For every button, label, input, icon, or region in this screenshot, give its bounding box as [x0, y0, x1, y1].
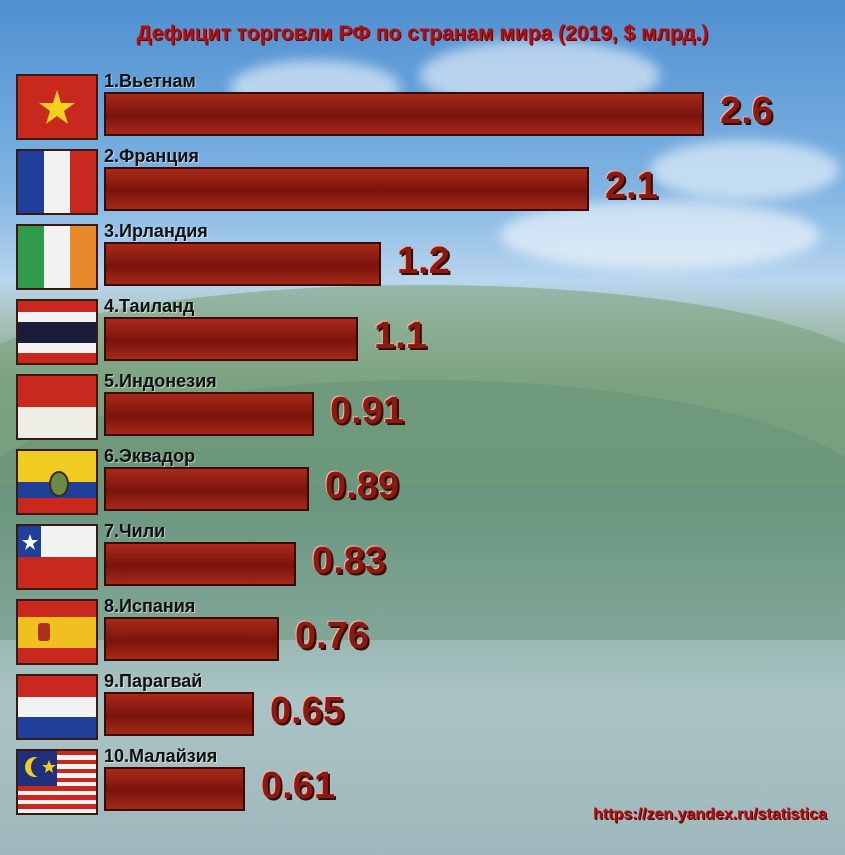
category-label: 2.Франция: [104, 146, 199, 166]
value-label: 2.6: [720, 90, 773, 132]
source-link[interactable]: https://zen.yandex.ru/statistica: [593, 806, 827, 823]
malaysia-flag-icon: [16, 749, 98, 815]
flag-shape: [39, 90, 75, 124]
flag-shape: [18, 311, 96, 323]
bar: [104, 467, 309, 511]
flag-shape: [18, 799, 96, 805]
flag-shape: [18, 808, 96, 813]
flag-shape: [22, 534, 38, 550]
flag-shape: [49, 471, 69, 497]
flag-shape: [39, 90, 75, 124]
flag-shape: [18, 696, 96, 718]
flag-shape: [18, 768, 96, 774]
flag-shape: [18, 790, 96, 796]
flag-shape: [18, 717, 96, 738]
category-label: 4.Таиланд: [104, 296, 195, 316]
value-label: 1.1: [374, 315, 427, 357]
bar: [104, 92, 704, 136]
paraguay-flag-icon: [16, 674, 98, 740]
bar: [104, 692, 254, 736]
flag-shape: [18, 342, 96, 354]
category-label: 9.Парагвай: [104, 671, 203, 691]
category-label: 7.Чили: [104, 521, 166, 541]
flag-shape: [18, 353, 96, 363]
flag-shape: [18, 773, 96, 778]
bar-row: 10.Малайзия 0.61: [0, 746, 845, 823]
bar: [104, 317, 358, 361]
ireland-flag-icon: [16, 224, 98, 290]
bar: [104, 542, 296, 586]
bar-row: 4.Таиланд 1.1: [0, 296, 845, 373]
flag-shape: [18, 782, 96, 787]
flag-shape: [70, 151, 96, 213]
flag-shape: [18, 376, 96, 408]
category-label: 5.Индонезия: [104, 371, 217, 391]
chile-flag-icon: [16, 524, 98, 590]
value-label: 0.76: [295, 615, 369, 657]
value-label: 0.83: [312, 540, 386, 582]
flag-shape: [18, 676, 96, 697]
flag-shape: [18, 601, 96, 617]
bar: [104, 392, 314, 436]
category-label: 8.Испания: [104, 596, 196, 616]
flag-shape: [18, 777, 96, 783]
flag-shape: [18, 616, 96, 648]
chart-title: Дефицит торговли РФ по странам мира (201…: [136, 22, 709, 45]
france-flag-icon: [16, 149, 98, 215]
flag-shape: [42, 760, 56, 773]
flag-shape: [18, 755, 96, 761]
bar: [104, 167, 589, 211]
ecuador-flag-icon: [16, 449, 98, 515]
flag-shape: [18, 764, 96, 769]
flag-shape: [70, 226, 96, 288]
bar-row: 8.Испания 0.76: [0, 596, 845, 673]
category-label: 3.Ирландия: [104, 221, 208, 241]
bar: [104, 242, 381, 286]
flag-shape: [31, 757, 49, 777]
flag-shape: [18, 557, 96, 588]
flag-shape: [18, 647, 96, 663]
flag-shape: [18, 759, 96, 765]
flag-shape: [42, 760, 56, 773]
bar: [104, 617, 279, 661]
flag-shape: [22, 534, 38, 550]
indonesia-flag-icon: [16, 374, 98, 440]
flag-shape: [18, 226, 45, 288]
flag-shape: [38, 623, 50, 641]
value-label: 1.2: [397, 240, 450, 282]
value-label: 0.65: [270, 690, 344, 732]
category-label: 1.Вьетнам: [104, 71, 196, 91]
value-label: 2.1: [605, 165, 658, 207]
flag-shape: [18, 301, 96, 312]
flag-shape: [44, 226, 71, 288]
bar-row: 3.Ирландия 1.2: [0, 221, 845, 298]
vietnam-flag-icon: [16, 74, 98, 140]
category-label: 10.Малайзия: [104, 746, 218, 766]
flag-shape: [18, 322, 96, 343]
bar: [104, 767, 245, 811]
flag-shape: [18, 151, 45, 213]
bar-row: 5.Индонезия 0.91: [0, 371, 845, 448]
bar-row: 7.Чили 0.83: [0, 521, 845, 598]
flag-shape: [18, 751, 96, 756]
value-label: 0.91: [330, 390, 404, 432]
cloud-decoration: [500, 200, 820, 270]
cloud-decoration: [650, 140, 840, 200]
value-label: 0.89: [325, 465, 399, 507]
category-label: 6.Эквадор: [104, 446, 196, 466]
flag-shape: [18, 804, 96, 809]
flag-shape: [18, 795, 96, 800]
bar-row: 1.Вьетнам 2.6: [0, 71, 845, 148]
bar-row: 2.Франция 2.1: [0, 146, 845, 223]
thailand-flag-icon: [16, 299, 98, 365]
spain-flag-icon: [16, 599, 98, 665]
bar-row: 6.Эквадор 0.89: [0, 446, 845, 523]
flag-shape: [18, 407, 96, 438]
flag-shape: [44, 151, 71, 213]
flag-shape: [18, 786, 96, 792]
flag-shape: [18, 497, 96, 513]
value-label: 0.61: [261, 765, 335, 807]
bar-row: 9.Парагвай 0.65: [0, 671, 845, 748]
